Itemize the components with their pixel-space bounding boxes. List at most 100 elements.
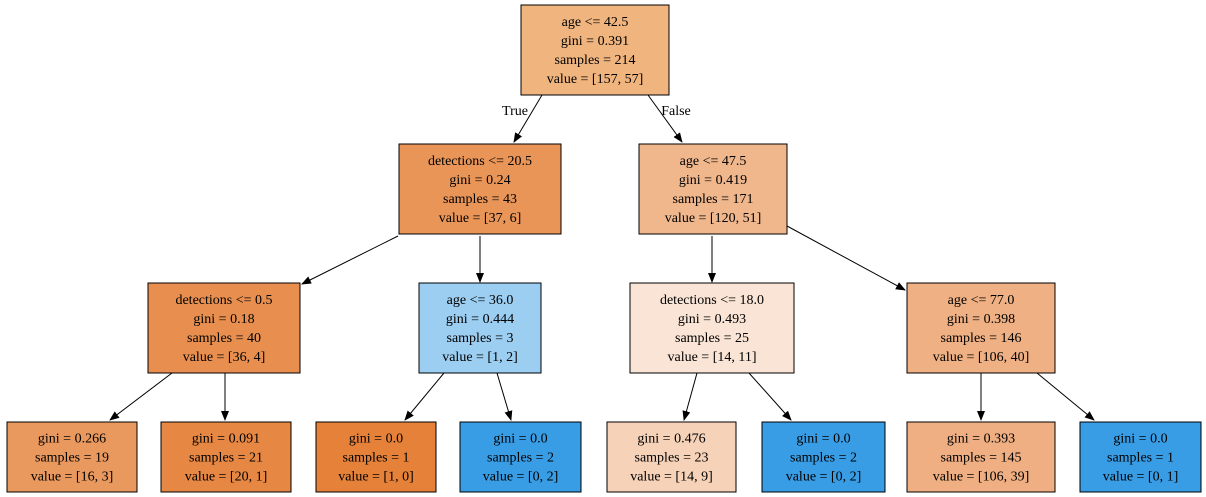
node-line: gini = 0.24 [449, 173, 510, 188]
node-line: value = [14, 9] [630, 470, 713, 485]
node-line: age <= 47.5 [680, 154, 747, 169]
node-box [6, 421, 138, 493]
node-box [906, 282, 1056, 374]
node-line: samples = 145 [941, 451, 1022, 466]
node-line: samples = 21 [189, 451, 263, 466]
node-line: gini = 0.419 [679, 173, 747, 188]
edge-n5-n11 [682, 372, 698, 421]
node-line: samples = 146 [941, 331, 1022, 346]
node-box [147, 282, 301, 374]
edge-arrow [647, 94, 683, 143]
node-line: detections <= 20.5 [428, 154, 532, 169]
edge-n4-n10 [496, 372, 513, 421]
node-line: samples = 1 [343, 451, 410, 466]
tree-node-n6: age <= 77.0 gini = 0.398 samples = 146 valu… [906, 282, 1056, 374]
node-line: samples = 171 [673, 192, 754, 207]
tree-node-n0: age <= 42.5 gini = 0.391 samples = 214 valu… [520, 4, 670, 96]
node-line: gini = 0.18 [193, 312, 254, 327]
node-line: value = [120, 51] [665, 211, 762, 226]
node-box [606, 421, 737, 493]
node-line: value = [157, 57] [547, 72, 644, 87]
edge-arrow [404, 372, 445, 421]
node-box [459, 421, 582, 493]
node-line: value = [0, 1] [1103, 470, 1179, 485]
edge-n1-n3 [301, 235, 399, 285]
node-line: samples = 3 [447, 331, 514, 346]
node-line: samples = 214 [555, 53, 636, 68]
node-line: value = [20, 1] [185, 470, 268, 485]
node-line: value = [36, 4] [183, 350, 266, 365]
node-box [160, 421, 292, 493]
edge-n4-n9 [404, 372, 445, 421]
edge-label-false: False [661, 104, 691, 119]
node-line: samples = 23 [635, 451, 709, 466]
tree-node-n12: gini = 0.0 samples = 2 value = [0, 2] [761, 421, 886, 493]
edge-n2-n6 [786, 225, 906, 291]
node-line: detections <= 18.0 [660, 293, 764, 308]
node-line: value = [14, 11] [667, 350, 756, 365]
node-line: gini = 0.391 [561, 34, 629, 49]
node-box [638, 143, 788, 235]
edge-n6-n14 [1036, 372, 1095, 421]
node-line: samples = 2 [487, 451, 554, 466]
node-line: value = [1, 0] [338, 470, 414, 485]
node-box [520, 4, 670, 96]
edge-arrow [1036, 372, 1095, 421]
edge-label-true: True [502, 104, 528, 119]
node-box [629, 282, 795, 374]
tree-node-n10: gini = 0.0 samples = 2 value = [0, 2] [459, 421, 582, 493]
node-line: gini = 0.0 [349, 432, 403, 447]
node-line: samples = 1 [1107, 451, 1174, 466]
edge-n0-n2: False [647, 94, 691, 143]
node-line: gini = 0.398 [947, 312, 1015, 327]
edge-n3-n7 [109, 372, 173, 421]
tree-node-n2: age <= 47.5 gini = 0.419 samples = 171 valu… [638, 143, 788, 235]
tree-node-n11: gini = 0.476 samples = 23 value = [14, 9] [606, 421, 737, 493]
node-box [761, 421, 886, 493]
edge-arrow [301, 235, 399, 285]
node-box [398, 143, 562, 235]
node-line: value = [106, 39] [933, 470, 1030, 485]
node-line: gini = 0.493 [678, 312, 746, 327]
tree-node-n4: age <= 36.0 gini = 0.444 samples = 3 value … [418, 282, 542, 374]
edge-n0-n1: True [502, 94, 543, 143]
node-line: gini = 0.0 [493, 432, 547, 447]
node-line: samples = 2 [790, 451, 857, 466]
node-box [1079, 421, 1202, 493]
node-box [906, 421, 1056, 493]
tree-node-n7: gini = 0.266 samples = 19 value = [16, 3] [6, 421, 138, 493]
node-line: samples = 19 [35, 451, 109, 466]
node-line: value = [16, 3] [31, 470, 114, 485]
edge-arrow [109, 372, 173, 421]
node-line: age <= 77.0 [948, 293, 1015, 308]
edge-arrow [682, 372, 698, 421]
edge-arrow [786, 225, 906, 291]
tree-node-n1: detections <= 20.5 gini = 0.24 samples = 4… [398, 143, 562, 235]
tree-node-n5: detections <= 18.0 gini = 0.493 samples = … [629, 282, 795, 374]
tree-node-n8: gini = 0.091 samples = 21 value = [20, 1] [160, 421, 292, 493]
edge-arrow [748, 372, 792, 421]
tree-node-n14: gini = 0.0 samples = 1 value = [0, 1] [1079, 421, 1202, 493]
node-line: gini = 0.0 [1113, 432, 1167, 447]
tree-node-n9: gini = 0.0 samples = 1 value = [1, 0] [315, 421, 437, 493]
node-line: age <= 36.0 [447, 293, 514, 308]
edge-arrow [513, 94, 543, 143]
node-line: samples = 43 [443, 192, 517, 207]
node-line: value = [1, 2] [442, 350, 518, 365]
node-line: gini = 0.0 [796, 432, 850, 447]
node-line: samples = 40 [187, 331, 261, 346]
node-line: value = [106, 40] [933, 350, 1030, 365]
node-line: gini = 0.091 [192, 432, 260, 447]
node-line: gini = 0.393 [947, 432, 1015, 447]
tree-node-n3: detections <= 0.5 gini = 0.18 samples = 40… [147, 282, 301, 374]
edge-arrow [496, 372, 513, 421]
node-line: value = [37, 6] [439, 211, 522, 226]
node-line: detections <= 0.5 [175, 293, 272, 308]
node-box [418, 282, 542, 374]
node-line: gini = 0.266 [38, 432, 106, 447]
node-line: age <= 42.5 [562, 15, 629, 30]
tree-node-n13: gini = 0.393 samples = 145 value = [106, 3… [906, 421, 1056, 493]
node-line: samples = 25 [675, 331, 749, 346]
node-line: gini = 0.444 [446, 312, 514, 327]
node-line: value = [0, 2] [483, 470, 559, 485]
